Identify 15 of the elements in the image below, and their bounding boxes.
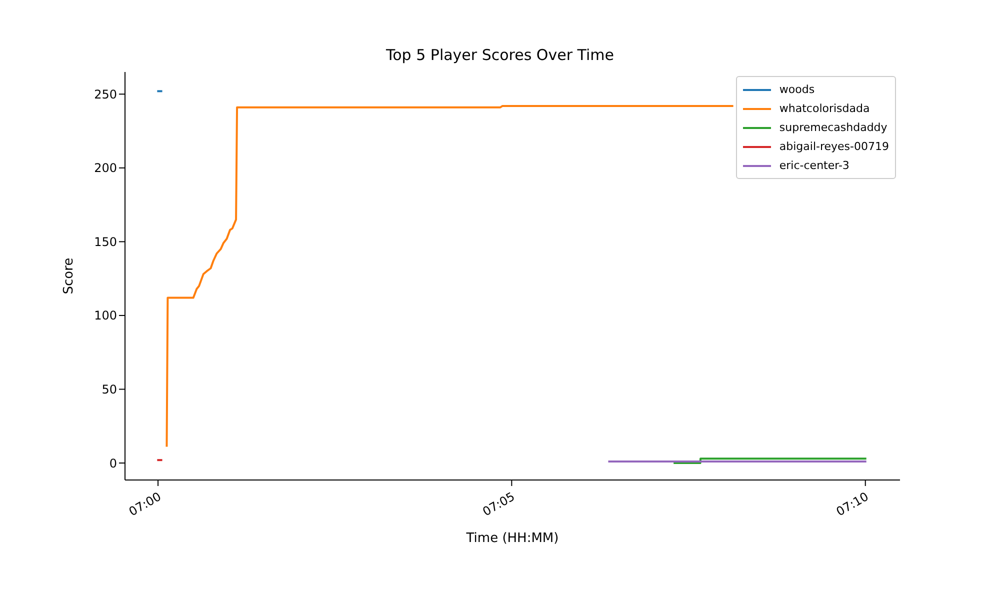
legend-label: supremecashdaddy (779, 121, 888, 134)
y-tick-label: 250 (94, 87, 117, 102)
x-axis-title: Time (HH:MM) (465, 531, 559, 546)
legend-label: eric-center-3 (779, 159, 850, 172)
legend-label: woods (779, 83, 815, 96)
y-tick-label: 100 (94, 308, 117, 323)
y-tick-label: 50 (102, 382, 117, 397)
y-tick-label: 150 (94, 234, 117, 249)
line-series (166, 104, 734, 448)
y-tick-label: 0 (109, 456, 117, 470)
chart-title: Top 5 Player Scores Over Time (385, 46, 615, 64)
y-tick-label: 200 (94, 161, 117, 176)
legend-label: whatcolorisdada (779, 102, 870, 115)
y-axis-title: Score (62, 258, 77, 294)
legend-label: abigail-reyes-00719 (779, 140, 889, 153)
